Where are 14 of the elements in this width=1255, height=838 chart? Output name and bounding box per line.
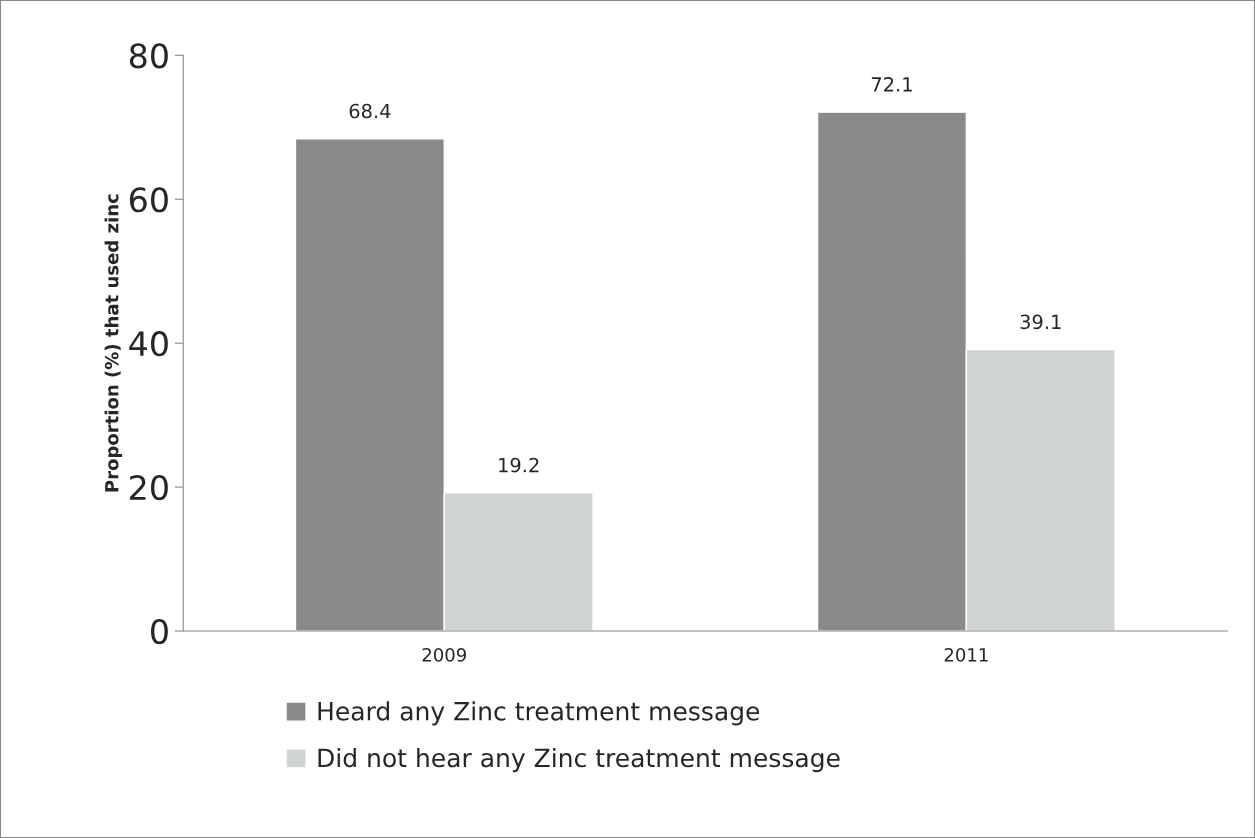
y-axis-title: Proportion (%) that used zinc — [104, 194, 123, 492]
y-tick-label: 80 — [129, 43, 168, 69]
legend-label: Did not hear any Zinc treatment message — [318, 747, 840, 773]
data-label: 72.1 — [871, 77, 912, 92]
y-tick-label: 40 — [129, 331, 168, 357]
legend-label: Heard any Zinc treatment message — [318, 701, 760, 726]
data-label: 19.2 — [499, 457, 539, 473]
data-label: 39.1 — [1020, 314, 1061, 330]
y-tick-label: 20 — [130, 475, 168, 501]
data-label: 68.4 — [349, 103, 391, 119]
y-tick-label: 60 — [129, 187, 168, 213]
x-tick-label: 2011 — [944, 648, 988, 662]
y-tick-label: 0 — [151, 618, 168, 645]
x-tick-label: 2009 — [422, 648, 466, 662]
